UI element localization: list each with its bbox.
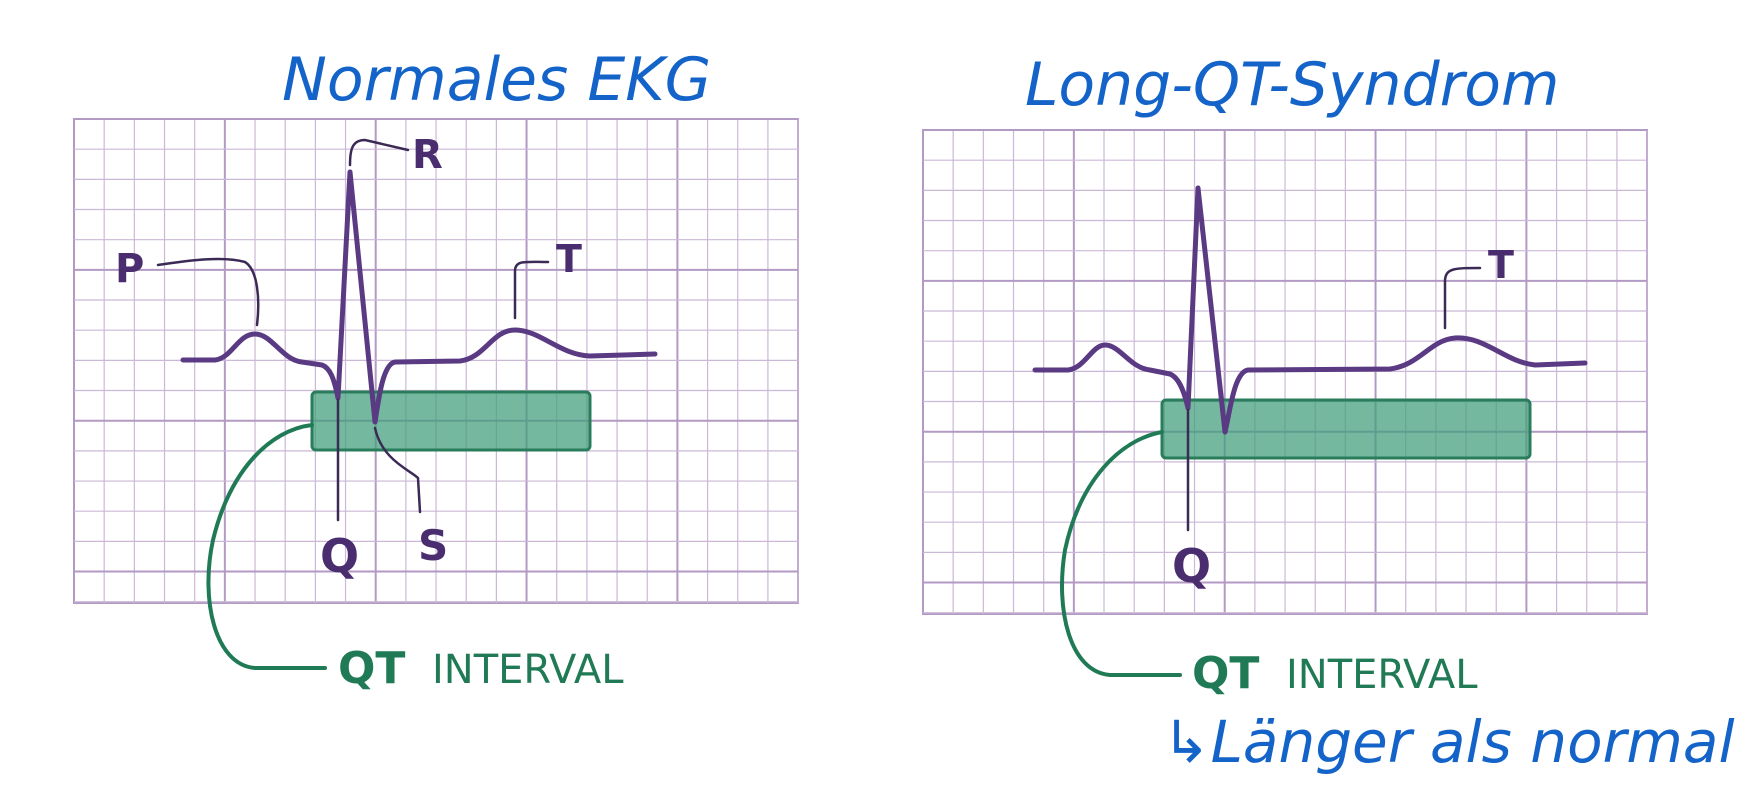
- t-wave-leader: [513, 260, 550, 320]
- qt-label-right: QT: [1192, 648, 1259, 699]
- interval-label-right: INTERVAL: [1286, 652, 1478, 698]
- qt-interval-leader-left: [206, 423, 327, 670]
- qt-interval-bar-left: [310, 390, 592, 452]
- right-title: Long-QT-Syndrom: [1025, 50, 1559, 120]
- ekg-trace-right: [1032, 185, 1588, 435]
- t-wave-leader-right: [1443, 266, 1482, 330]
- r-label: R: [412, 132, 443, 178]
- t-label-right: T: [1488, 243, 1514, 287]
- t-label-left: T: [556, 237, 582, 281]
- s-label: S: [418, 521, 448, 570]
- qt-interval-bar-right: [1160, 398, 1532, 460]
- p-label: P: [115, 246, 144, 292]
- longer-than-normal-note: ↳Länger als normal: [1162, 708, 1735, 776]
- ekg-trace-left: [180, 169, 658, 425]
- qt-label-left: QT: [338, 643, 405, 694]
- left-title: Normales EKG: [282, 45, 711, 115]
- qt-interval-leader-right: [1060, 430, 1182, 677]
- p-wave-leader: [156, 257, 260, 327]
- s-leader: [373, 426, 422, 514]
- r-peak-leader: [348, 138, 410, 167]
- q-label-left: Q: [320, 529, 359, 583]
- ecg-grid-right: [922, 129, 1648, 615]
- interval-label-left: INTERVAL: [432, 647, 624, 693]
- q-label-right: Q: [1172, 539, 1211, 593]
